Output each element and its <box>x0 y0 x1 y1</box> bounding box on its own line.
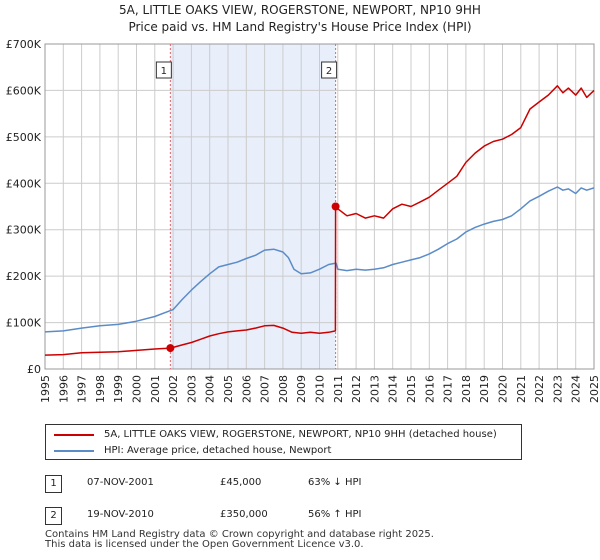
y-tick-label: £300K <box>6 224 42 237</box>
x-tick-label: 2012 <box>350 375 363 403</box>
transaction-price: £45,000 <box>220 477 262 488</box>
x-tick-label: 2001 <box>149 375 162 403</box>
legend-swatch-hpi <box>54 450 94 452</box>
x-tick-label: 2000 <box>131 375 144 403</box>
sale-point <box>166 344 175 353</box>
y-tick-label: £200K <box>6 270 42 283</box>
ownership-shade <box>170 44 336 369</box>
x-tick-label: 2002 <box>167 375 180 403</box>
sale-marker-box <box>321 61 338 79</box>
transaction-hpi-change: 63% ↓ HPI <box>308 477 362 488</box>
title-line-2: Price paid vs. HM Land Registry's House … <box>128 20 472 34</box>
y-tick-label: £100K <box>6 317 42 330</box>
transaction-price: £350,000 <box>220 509 268 520</box>
x-tick-label: 2003 <box>185 375 198 403</box>
x-tick-label: 2011 <box>332 375 345 403</box>
x-tick-label: 2017 <box>442 375 455 403</box>
transaction-hpi-change: 56% ↑ HPI <box>308 509 362 520</box>
title-line-1: 5A, LITTLE OAKS VIEW, ROGERSTONE, NEWPOR… <box>119 3 481 17</box>
x-tick-label: 1998 <box>94 375 107 403</box>
y-tick-label: £700K <box>6 38 42 51</box>
x-tick-label: 2020 <box>497 375 510 403</box>
x-tick-label: 1997 <box>76 375 89 403</box>
sale-marker-box <box>155 61 172 79</box>
x-tick-label: 2007 <box>259 375 272 403</box>
x-tick-label: 2004 <box>204 375 217 403</box>
x-tick-label: 2006 <box>240 375 253 403</box>
legend-label-hpi: HPI: Average price, detached house, Newp… <box>104 445 332 456</box>
x-tick-label: 2008 <box>277 375 290 403</box>
y-tick-label: £400K <box>6 177 42 190</box>
transaction-badge: 2 <box>45 507 62 525</box>
y-tick-label: £500K <box>6 131 42 144</box>
x-tick-label: 2013 <box>368 375 381 403</box>
sale-marker-label: 2 <box>326 66 332 77</box>
transaction-date: 07-NOV-2001 <box>87 477 154 488</box>
x-tick-label: 2015 <box>405 375 418 403</box>
footer: Contains HM Land Registry data © Crown c… <box>45 530 434 550</box>
price-chart: £0 £100K £200K £300K £400K £500K £600K £700K 199… <box>6 38 600 403</box>
plot-frame <box>44 43 595 370</box>
transaction-date: 19-NOV-2010 <box>87 509 154 520</box>
x-tick-label: 1996 <box>57 375 70 403</box>
hpi-line <box>44 186 595 333</box>
transaction-badge: 1 <box>45 475 62 493</box>
chart-title: 5A, LITTLE OAKS VIEW, ROGERSTONE, NEWPOR… <box>0 2 600 36</box>
x-tick-label: 2024 <box>570 375 583 403</box>
footer-licence: This data is licensed under the Open Gov… <box>45 539 364 550</box>
x-tick-label: 2009 <box>295 375 308 403</box>
sale-point <box>331 202 340 211</box>
x-tick-label: 2023 <box>551 375 564 403</box>
legend-swatch-property <box>54 434 94 436</box>
y-tick-label: £0 <box>27 363 41 376</box>
property-price-line <box>44 85 595 356</box>
x-tick-label: 1999 <box>112 375 125 403</box>
legend-label-property: 5A, LITTLE OAKS VIEW, ROGERSTONE, NEWPOR… <box>104 429 497 440</box>
x-tick-label: 2022 <box>533 375 546 403</box>
y-tick-label: £600K <box>6 84 42 97</box>
legend: 5A, LITTLE OAKS VIEW, ROGERSTONE, NEWPOR… <box>45 424 522 460</box>
x-tick-label: 2005 <box>222 375 235 403</box>
x-tick-label: 2016 <box>423 375 436 403</box>
footer-copyright: Contains HM Land Registry data © Crown c… <box>45 529 434 540</box>
x-tick-label: 2025 <box>588 375 600 403</box>
sale-marker-label: 1 <box>161 66 167 77</box>
x-tick-label: 1995 <box>39 375 52 403</box>
x-tick-label: 2010 <box>314 375 327 403</box>
x-tick-label: 2019 <box>478 375 491 403</box>
x-tick-label: 2021 <box>515 375 528 403</box>
x-tick-label: 2018 <box>460 375 473 403</box>
x-tick-label: 2014 <box>387 375 400 403</box>
